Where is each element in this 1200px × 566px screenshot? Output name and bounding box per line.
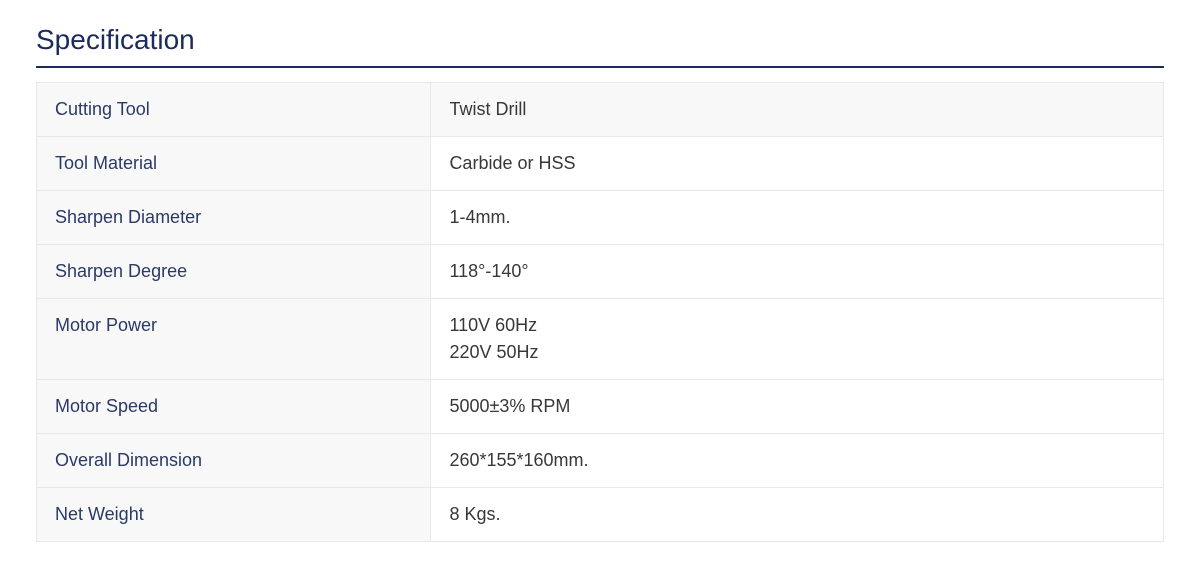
table-row: Cutting Tool Twist Drill: [37, 83, 1164, 137]
spec-value: 8 Kgs.: [431, 488, 1164, 542]
spec-label: Motor Power: [37, 299, 431, 380]
spec-label: Net Weight: [37, 488, 431, 542]
spec-value: Carbide or HSS: [431, 137, 1164, 191]
spec-label: Overall Dimension: [37, 434, 431, 488]
table-row: Net Weight 8 Kgs.: [37, 488, 1164, 542]
spec-value: Twist Drill: [431, 83, 1164, 137]
section-heading: Specification: [36, 24, 1164, 68]
spec-label: Sharpen Diameter: [37, 191, 431, 245]
spec-label: Cutting Tool: [37, 83, 431, 137]
spec-label: Tool Material: [37, 137, 431, 191]
spec-value: 110V 60Hz 220V 50Hz: [431, 299, 1164, 380]
table-row: Motor Speed 5000±3% RPM: [37, 380, 1164, 434]
table-row: Sharpen Degree 118°-140°: [37, 245, 1164, 299]
spec-table: Cutting Tool Twist Drill Tool Material C…: [36, 82, 1164, 542]
spec-value: 118°-140°: [431, 245, 1164, 299]
spec-label: Sharpen Degree: [37, 245, 431, 299]
table-row: Sharpen Diameter 1-4mm.: [37, 191, 1164, 245]
table-row: Overall Dimension 260*155*160mm.: [37, 434, 1164, 488]
spec-value: 260*155*160mm.: [431, 434, 1164, 488]
table-row: Tool Material Carbide or HSS: [37, 137, 1164, 191]
spec-label: Motor Speed: [37, 380, 431, 434]
spec-value: 1-4mm.: [431, 191, 1164, 245]
table-row: Motor Power 110V 60Hz 220V 50Hz: [37, 299, 1164, 380]
spec-value: 5000±3% RPM: [431, 380, 1164, 434]
